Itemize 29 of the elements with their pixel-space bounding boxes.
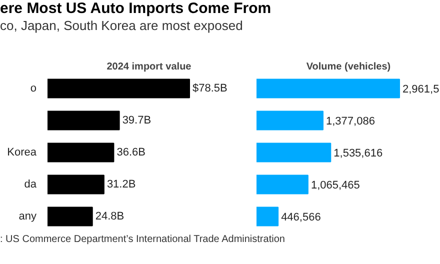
data-label: $78.5B — [192, 82, 228, 94]
chart-subtitle: co, Japan, South Korea are most exposed — [0, 18, 243, 34]
data-label: 1,535,616 — [334, 148, 383, 160]
bar — [256, 78, 400, 98]
data-label: 2,961,5 — [402, 84, 440, 96]
bar — [48, 110, 120, 130]
bar — [48, 142, 114, 162]
bar — [256, 110, 324, 130]
data-label: 1,065,465 — [310, 180, 360, 192]
data-label: 36.6B — [116, 146, 146, 158]
text: : US Commerce Department’s International Trade Administration — [0, 234, 285, 246]
bar — [48, 174, 104, 194]
chart-title: ere Most US Auto Imports Come From — [0, 0, 272, 18]
data-label: 446,566 — [281, 212, 321, 224]
bar — [256, 206, 279, 226]
data-label: 24.8B — [95, 210, 124, 222]
x-axis-title: Volume (vehicles) — [306, 62, 391, 72]
data-label: 39.7B — [122, 114, 152, 126]
y-tick-label: o — [30, 82, 37, 94]
x-axis-title: 2024 import value — [106, 62, 192, 72]
y-tick-label: any — [18, 210, 37, 222]
y-tick-label: Korea — [7, 146, 38, 158]
bar — [48, 78, 190, 98]
bar — [256, 142, 332, 162]
y-tick-label: da — [24, 178, 38, 190]
bar — [48, 206, 93, 226]
bar — [256, 174, 308, 194]
data-label: 31.2B — [106, 178, 136, 190]
data-label: 1,377,086 — [326, 116, 375, 128]
